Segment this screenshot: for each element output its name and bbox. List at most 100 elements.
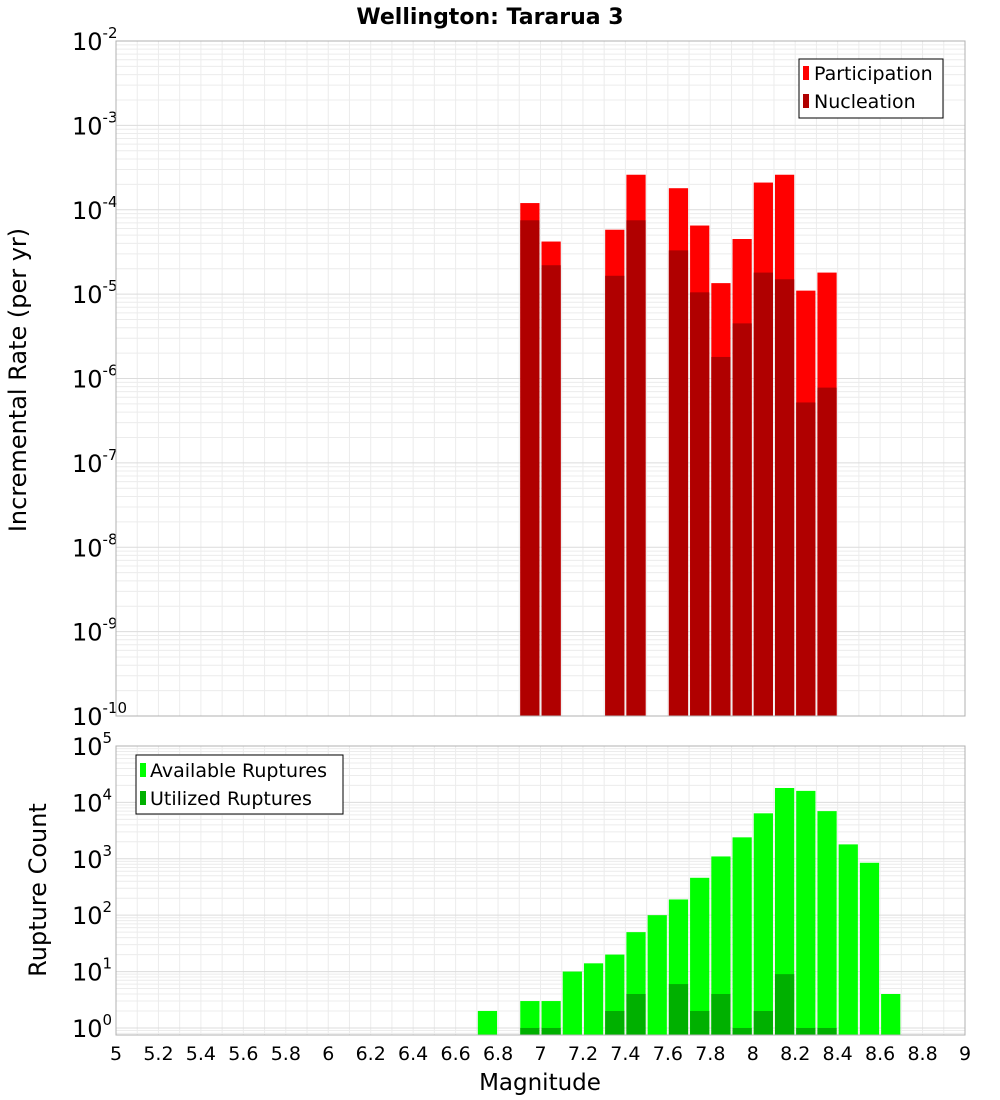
bar-utilized-ruptures bbox=[520, 1027, 540, 1035]
x-tick-label: 6 bbox=[322, 1043, 334, 1065]
bar-available-ruptures bbox=[753, 813, 773, 1035]
rate-plot-legend: Participation Nucleation bbox=[798, 58, 944, 119]
bar-available-ruptures bbox=[477, 1010, 498, 1035]
count-plot-frame bbox=[115, 745, 966, 1036]
count-plot-bars bbox=[477, 787, 901, 1035]
x-tick-label: 8 bbox=[747, 1043, 759, 1065]
x-tick-label: 7.6 bbox=[653, 1043, 683, 1065]
y-tick-label: 100 bbox=[72, 1011, 112, 1043]
rate-plot-bars bbox=[520, 174, 837, 717]
bar-utilized-ruptures bbox=[732, 1027, 752, 1035]
bar-utilized-ruptures bbox=[817, 1027, 837, 1035]
bar-available-ruptures bbox=[541, 1001, 561, 1035]
bar-nucleation bbox=[817, 387, 837, 716]
bar-utilized-ruptures bbox=[541, 1027, 561, 1035]
bar-utilized-ruptures bbox=[774, 974, 795, 1035]
y-tick-label: 10-10 bbox=[72, 699, 127, 731]
bar-available-ruptures bbox=[562, 971, 582, 1035]
bar-available-ruptures bbox=[690, 877, 710, 1035]
available-legend-swatch bbox=[140, 763, 146, 777]
x-tick-label: 5 bbox=[110, 1043, 122, 1065]
x-tick-label: 8.6 bbox=[865, 1043, 895, 1065]
bar-nucleation bbox=[668, 250, 689, 717]
count-plot: 100 101 102 103 104 105 5 5.2 5.4 5.6 5.8 6 6.2 6.4 6… bbox=[24, 729, 971, 1096]
y-tick-label: 102 bbox=[72, 898, 112, 930]
nucleation-legend-swatch bbox=[803, 94, 809, 108]
rate-plot-y-ticks: 10-10 10-9 10-8 10-7 10-6 10-5 10-4 10-3 10-2 bbox=[72, 24, 127, 731]
y-tick-label: 10-2 bbox=[72, 24, 118, 56]
bar-nucleation bbox=[774, 279, 795, 716]
x-tick-label: 5.8 bbox=[271, 1043, 301, 1065]
count-plot-y-axis-label: Rupture Count bbox=[24, 803, 52, 977]
bar-available-ruptures bbox=[647, 915, 667, 1035]
bar-available-ruptures bbox=[881, 994, 901, 1035]
bar-nucleation bbox=[541, 265, 561, 716]
bar-nucleation bbox=[711, 356, 731, 716]
y-tick-label: 101 bbox=[72, 955, 112, 987]
chart-title: Wellington: Tararua 3 bbox=[356, 5, 623, 30]
rate-legend-box bbox=[798, 58, 944, 119]
x-tick-label: 6.2 bbox=[356, 1043, 386, 1065]
bar-nucleation bbox=[732, 323, 752, 716]
x-tick-label: 9 bbox=[959, 1043, 971, 1065]
bar-available-ruptures bbox=[838, 844, 858, 1035]
count-plot-x-ticks: 5 5.2 5.4 5.6 5.8 6 6.2 6.4 6.6 6.8 7 7.2 7.4 7.6 7.8 8… bbox=[110, 1043, 971, 1065]
bar-available-ruptures bbox=[520, 1001, 540, 1035]
y-tick-label: 10-6 bbox=[72, 362, 118, 394]
bar-available-ruptures bbox=[711, 856, 731, 1035]
rate-plot-y-axis-label: Incremental Rate (per yr) bbox=[4, 228, 32, 532]
bar-nucleation bbox=[796, 402, 816, 716]
participation-legend-swatch bbox=[803, 66, 809, 80]
y-tick-label: 10-4 bbox=[72, 193, 118, 225]
bar-utilized-ruptures bbox=[668, 984, 689, 1035]
participation-legend-label: Participation bbox=[814, 63, 933, 85]
available-legend-label: Available Ruptures bbox=[150, 760, 327, 782]
x-axis-label: Magnitude bbox=[479, 1070, 601, 1096]
bar-utilized-ruptures bbox=[753, 1010, 773, 1035]
y-tick-label: 10-8 bbox=[72, 530, 118, 562]
bar-utilized-ruptures bbox=[796, 1027, 816, 1035]
x-tick-label: 6.8 bbox=[483, 1043, 513, 1065]
x-tick-label: 7 bbox=[534, 1043, 546, 1065]
rate-plot-frame bbox=[115, 40, 966, 717]
y-tick-label: 10-9 bbox=[72, 615, 118, 647]
bar-nucleation bbox=[753, 272, 773, 716]
utilized-legend-label: Utilized Ruptures bbox=[150, 788, 312, 810]
rate-plot: 10-10 10-9 10-8 10-7 10-6 10-5 10-4 10-3 10-2 In… bbox=[4, 24, 966, 731]
x-tick-label: 7.8 bbox=[695, 1043, 725, 1065]
x-tick-label: 7.4 bbox=[610, 1043, 640, 1065]
bar-available-ruptures bbox=[859, 862, 880, 1035]
x-tick-label: 8.2 bbox=[780, 1043, 810, 1065]
y-tick-label: 10-3 bbox=[72, 108, 118, 140]
y-tick-label: 103 bbox=[72, 842, 112, 874]
x-tick-label: 5.2 bbox=[143, 1043, 173, 1065]
bar-available-ruptures bbox=[732, 837, 752, 1035]
rate-plot-grid bbox=[115, 40, 966, 717]
x-tick-label: 5.4 bbox=[186, 1043, 216, 1065]
x-tick-label: 8.8 bbox=[907, 1043, 937, 1065]
bar-available-ruptures bbox=[583, 963, 604, 1035]
bar-utilized-ruptures bbox=[605, 1010, 625, 1035]
utilized-legend-swatch bbox=[140, 791, 146, 805]
count-plot-y-ticks: 100 101 102 103 104 105 bbox=[72, 729, 112, 1043]
bar-available-ruptures bbox=[774, 787, 795, 1035]
bar-nucleation bbox=[605, 275, 625, 716]
x-tick-label: 6.6 bbox=[440, 1043, 470, 1065]
x-tick-label: 7.2 bbox=[568, 1043, 598, 1065]
nucleation-legend-label: Nucleation bbox=[814, 91, 916, 113]
bar-available-ruptures bbox=[796, 790, 816, 1035]
y-tick-label: 105 bbox=[72, 729, 112, 761]
bar-nucleation bbox=[690, 292, 710, 716]
bar-available-ruptures bbox=[817, 811, 837, 1035]
bar-nucleation bbox=[626, 220, 646, 717]
x-tick-label: 6.4 bbox=[398, 1043, 428, 1065]
bar-utilized-ruptures bbox=[690, 1010, 710, 1035]
count-legend-box bbox=[135, 754, 344, 815]
x-tick-label: 8.4 bbox=[823, 1043, 853, 1065]
count-plot-legend: Available Ruptures Utilized Ruptures bbox=[135, 754, 344, 815]
y-tick-label: 10-7 bbox=[72, 446, 118, 478]
bar-nucleation bbox=[520, 220, 540, 717]
bar-utilized-ruptures bbox=[626, 994, 646, 1035]
bar-utilized-ruptures bbox=[711, 994, 731, 1035]
